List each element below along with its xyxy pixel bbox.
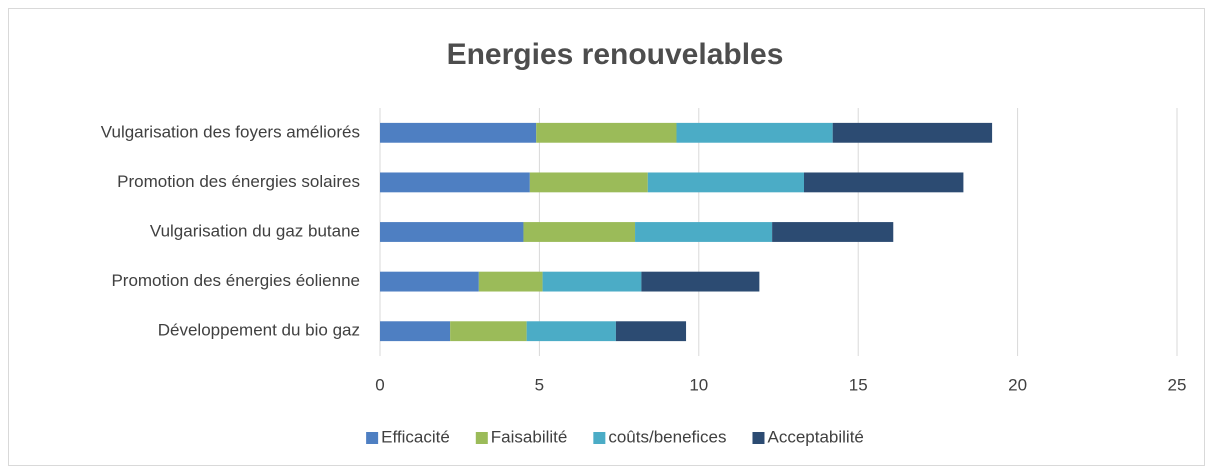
- bar-segment: [529, 172, 648, 193]
- legend-swatch: [752, 432, 765, 444]
- bar-segment: [380, 222, 524, 242]
- x-tick-label: 20: [1008, 375, 1027, 394]
- bar-segment: [380, 172, 530, 193]
- legend-swatch: [593, 432, 606, 444]
- bar-segment: [450, 321, 527, 342]
- legend-label: Efficacité: [381, 427, 450, 446]
- legend-label: Faisabilité: [491, 427, 568, 446]
- bar-segment: [635, 222, 773, 242]
- y-tick-label: Promotion des énergies éolienne: [111, 271, 360, 290]
- bar-segment: [615, 321, 687, 342]
- bar-segment: [380, 271, 479, 292]
- legend-swatch: [475, 432, 488, 444]
- bar-segment: [676, 122, 833, 143]
- y-tick-label: Promotion des énergies solaires: [117, 172, 360, 191]
- legend-label: Acceptabilité: [767, 427, 863, 446]
- y-tick-label: Vulgarisation du gaz butane: [150, 221, 360, 240]
- bar-segment: [380, 321, 451, 342]
- chart-title: Energies renouvelables: [447, 38, 784, 71]
- bar-segment: [380, 122, 537, 143]
- x-tick-label: 0: [375, 375, 384, 394]
- bar-segment: [832, 122, 993, 143]
- y-tick-label: Développement du bio gaz: [158, 321, 360, 340]
- x-tick-label: 25: [1168, 375, 1187, 394]
- bar-segment: [647, 172, 805, 193]
- bar-segment: [536, 122, 677, 143]
- x-tick-label: 5: [535, 375, 544, 394]
- legend-label: coûts/benefices: [608, 427, 726, 446]
- bar-segment: [542, 271, 642, 292]
- bar-segment: [641, 271, 760, 292]
- bar-segment: [523, 222, 636, 242]
- bar-segment: [804, 172, 964, 193]
- x-tick-label: 10: [689, 375, 708, 394]
- x-tick-label: 15: [849, 375, 868, 394]
- legend-swatch: [366, 432, 379, 444]
- bar-segment: [772, 222, 894, 242]
- bar-segment: [478, 271, 543, 292]
- y-tick-label: Vulgarisation des foyers améliorés: [101, 122, 360, 141]
- bar-segment: [526, 321, 616, 342]
